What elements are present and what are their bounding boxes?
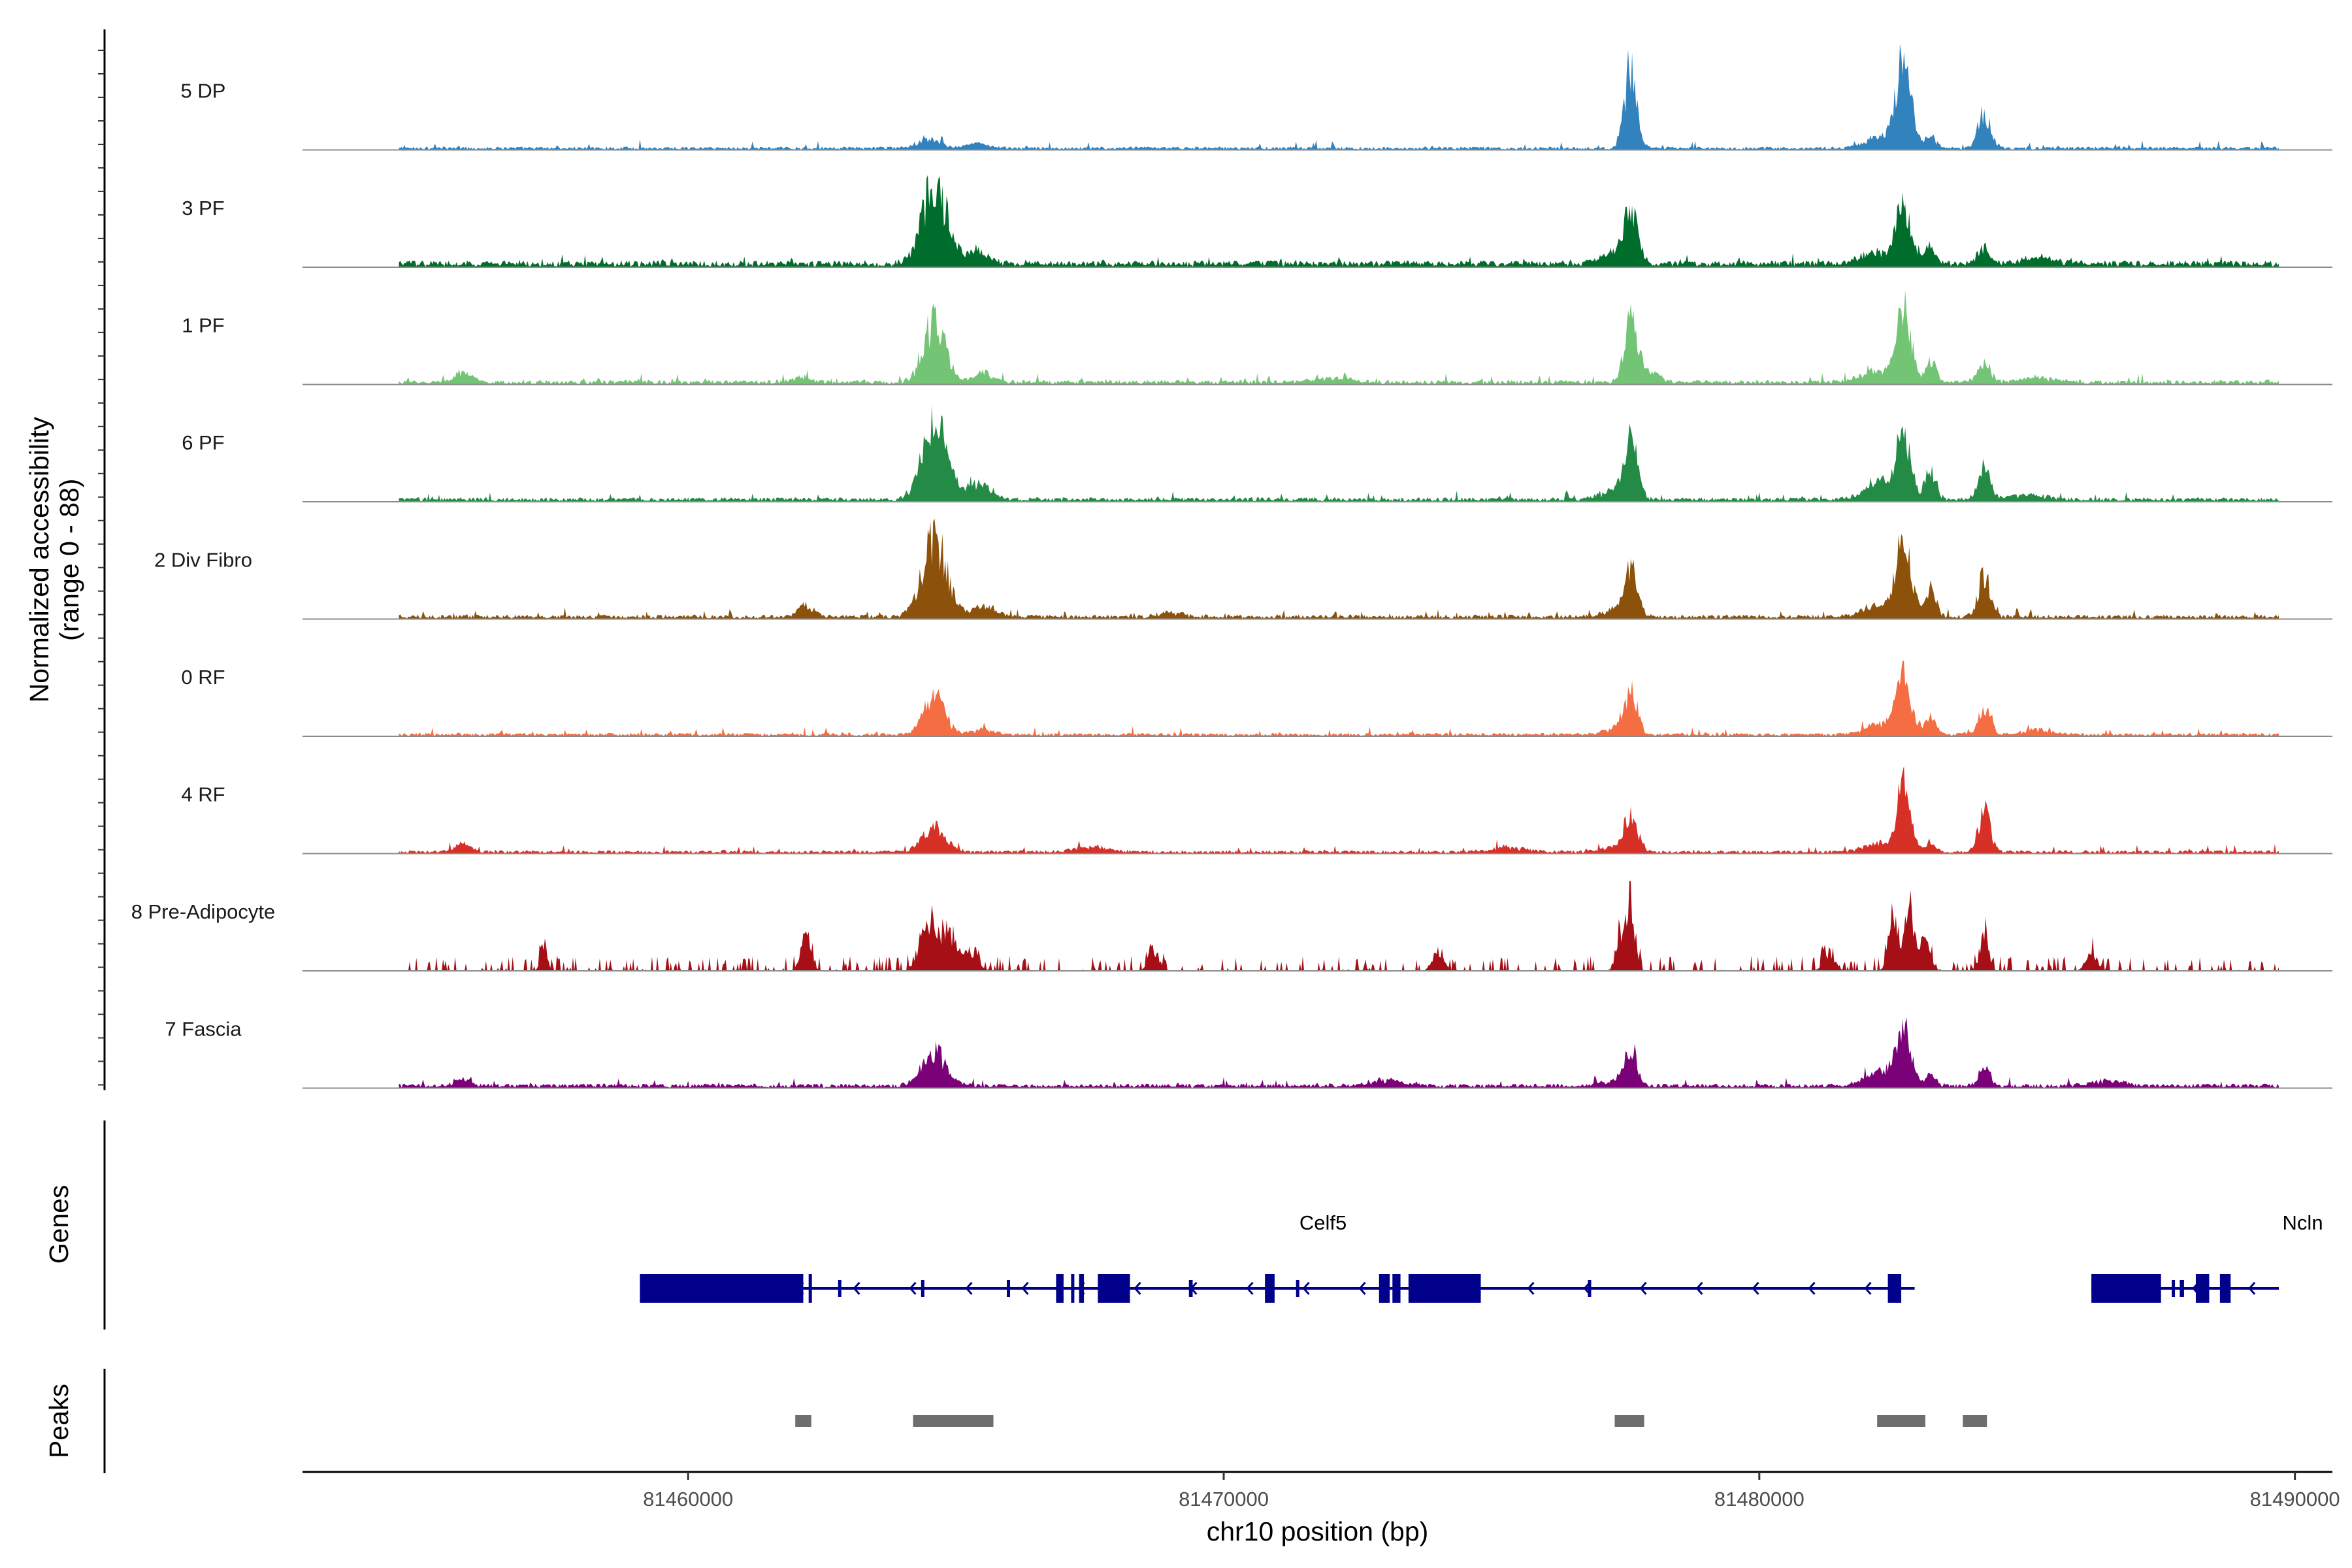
track-label: 2 Div Fibro bbox=[154, 549, 252, 572]
strand-arrow bbox=[1752, 1282, 1759, 1295]
gene-exon bbox=[1392, 1274, 1401, 1303]
gene-celf5: Celf5 bbox=[640, 1211, 1915, 1303]
gene-exon bbox=[1887, 1274, 1902, 1303]
strand-arrow bbox=[1695, 1282, 1703, 1295]
track-4-rf: 4 RF bbox=[181, 766, 2332, 855]
gene-exon bbox=[1071, 1274, 1075, 1303]
x-axis-title: chr10 position (bp) bbox=[1207, 1516, 1429, 1546]
x-tick-label: 81460000 bbox=[643, 1488, 733, 1511]
coverage-area bbox=[399, 44, 2279, 150]
track-0-rf: 0 RF bbox=[181, 661, 2332, 737]
peak-region bbox=[913, 1415, 994, 1427]
strand-arrow bbox=[1808, 1282, 1816, 1295]
coverage-area bbox=[399, 766, 2279, 854]
gene-ncln: Ncln bbox=[2091, 1211, 2323, 1303]
track-label: 7 Fascia bbox=[165, 1018, 242, 1041]
coverage-area bbox=[399, 1017, 2279, 1088]
strand-arrow bbox=[2248, 1282, 2256, 1295]
x-tick-label: 81470000 bbox=[1179, 1488, 1269, 1511]
peaks-panel-label: Peaks bbox=[44, 1384, 74, 1458]
gene-exon bbox=[2172, 1280, 2176, 1297]
track-label: 8 Pre-Adipocyte bbox=[131, 900, 276, 923]
gene-exon bbox=[1007, 1280, 1011, 1297]
track-label: 3 PF bbox=[182, 197, 224, 220]
track-8-pre-adipocyte: 8 Pre-Adipocyte bbox=[131, 880, 2332, 972]
strand-arrow bbox=[1639, 1282, 1647, 1295]
strand-arrow bbox=[1302, 1282, 1310, 1295]
strand-arrow bbox=[1134, 1282, 1141, 1295]
coverage-area bbox=[399, 880, 2279, 971]
gene-exon bbox=[808, 1274, 812, 1303]
coverage-area bbox=[399, 519, 2279, 619]
strand-arrow bbox=[853, 1282, 860, 1295]
x-axis: 81460000 81470000 81480000 81490000 bbox=[302, 1471, 2340, 1511]
gene-exon bbox=[1379, 1274, 1390, 1303]
strand-arrow bbox=[1246, 1282, 1254, 1295]
x-tick-label: 81490000 bbox=[2250, 1488, 2340, 1511]
track-7-fascia: 7 Fascia bbox=[165, 1017, 2332, 1089]
strand-arrow bbox=[1021, 1282, 1029, 1295]
gene-exon bbox=[2195, 1274, 2210, 1303]
strand-arrow bbox=[1358, 1282, 1366, 1295]
track-3-pf: 3 PF bbox=[182, 174, 2332, 268]
coverage-area bbox=[399, 405, 2279, 502]
strand-arrow bbox=[909, 1282, 917, 1295]
genes-panel-label: Genes bbox=[44, 1185, 74, 1264]
gene-exon bbox=[838, 1280, 841, 1297]
coverage-area bbox=[399, 290, 2279, 385]
gene-exon bbox=[1079, 1274, 1085, 1303]
strand-arrow bbox=[965, 1282, 973, 1295]
y-axis bbox=[98, 29, 106, 1090]
coverage-area bbox=[399, 661, 2279, 736]
x-tick-label: 81480000 bbox=[1714, 1488, 1805, 1511]
strand-arrow bbox=[1527, 1282, 1535, 1295]
track-5-dp: 5 DP bbox=[181, 44, 2332, 151]
track-label: 5 DP bbox=[181, 80, 226, 103]
coverage-area bbox=[399, 174, 2279, 267]
peak-track bbox=[103, 1369, 1987, 1473]
peak-region bbox=[1963, 1415, 1987, 1427]
gene-exon bbox=[1056, 1274, 1064, 1303]
peak-region bbox=[1877, 1415, 1925, 1427]
gene-exon bbox=[1588, 1280, 1592, 1297]
track-label: 4 RF bbox=[181, 783, 225, 806]
track-label: 1 PF bbox=[182, 314, 224, 337]
strand-arrow bbox=[1864, 1282, 1872, 1295]
peak-region bbox=[795, 1415, 811, 1427]
gene-exon bbox=[1265, 1274, 1275, 1303]
gene-exon bbox=[1098, 1274, 1130, 1303]
gene-exon bbox=[2091, 1274, 2161, 1303]
track-1-pf: 1 PF bbox=[182, 290, 2332, 385]
track-label: 0 RF bbox=[181, 666, 225, 689]
gene-exon bbox=[921, 1280, 924, 1297]
track-6-pf: 6 PF bbox=[182, 405, 2332, 502]
gene-name: Celf5 bbox=[1299, 1211, 1347, 1234]
coverage-tracks: 5 DP 3 PF 1 PF 6 PF 2 Div Fibro 0 RF 4 RF 8 Pre… bbox=[131, 44, 2332, 1089]
y-axis-title: Normalized accessibility(range 0 - 88) bbox=[24, 417, 84, 703]
track-2-div-fibro: 2 Div Fibro bbox=[154, 519, 2332, 620]
gene-name: Ncln bbox=[2283, 1211, 2323, 1234]
track-label: 6 PF bbox=[182, 431, 224, 454]
gene-exon bbox=[2180, 1280, 2184, 1297]
gene-exon bbox=[2219, 1274, 2231, 1303]
gene-exon bbox=[1188, 1280, 1193, 1297]
gene-track: Celf5 Ncln bbox=[103, 1120, 2323, 1330]
peak-region bbox=[1614, 1415, 1644, 1427]
gene-exon bbox=[1296, 1280, 1299, 1297]
gene-exon bbox=[640, 1274, 804, 1303]
gene-exon bbox=[1408, 1274, 1481, 1303]
